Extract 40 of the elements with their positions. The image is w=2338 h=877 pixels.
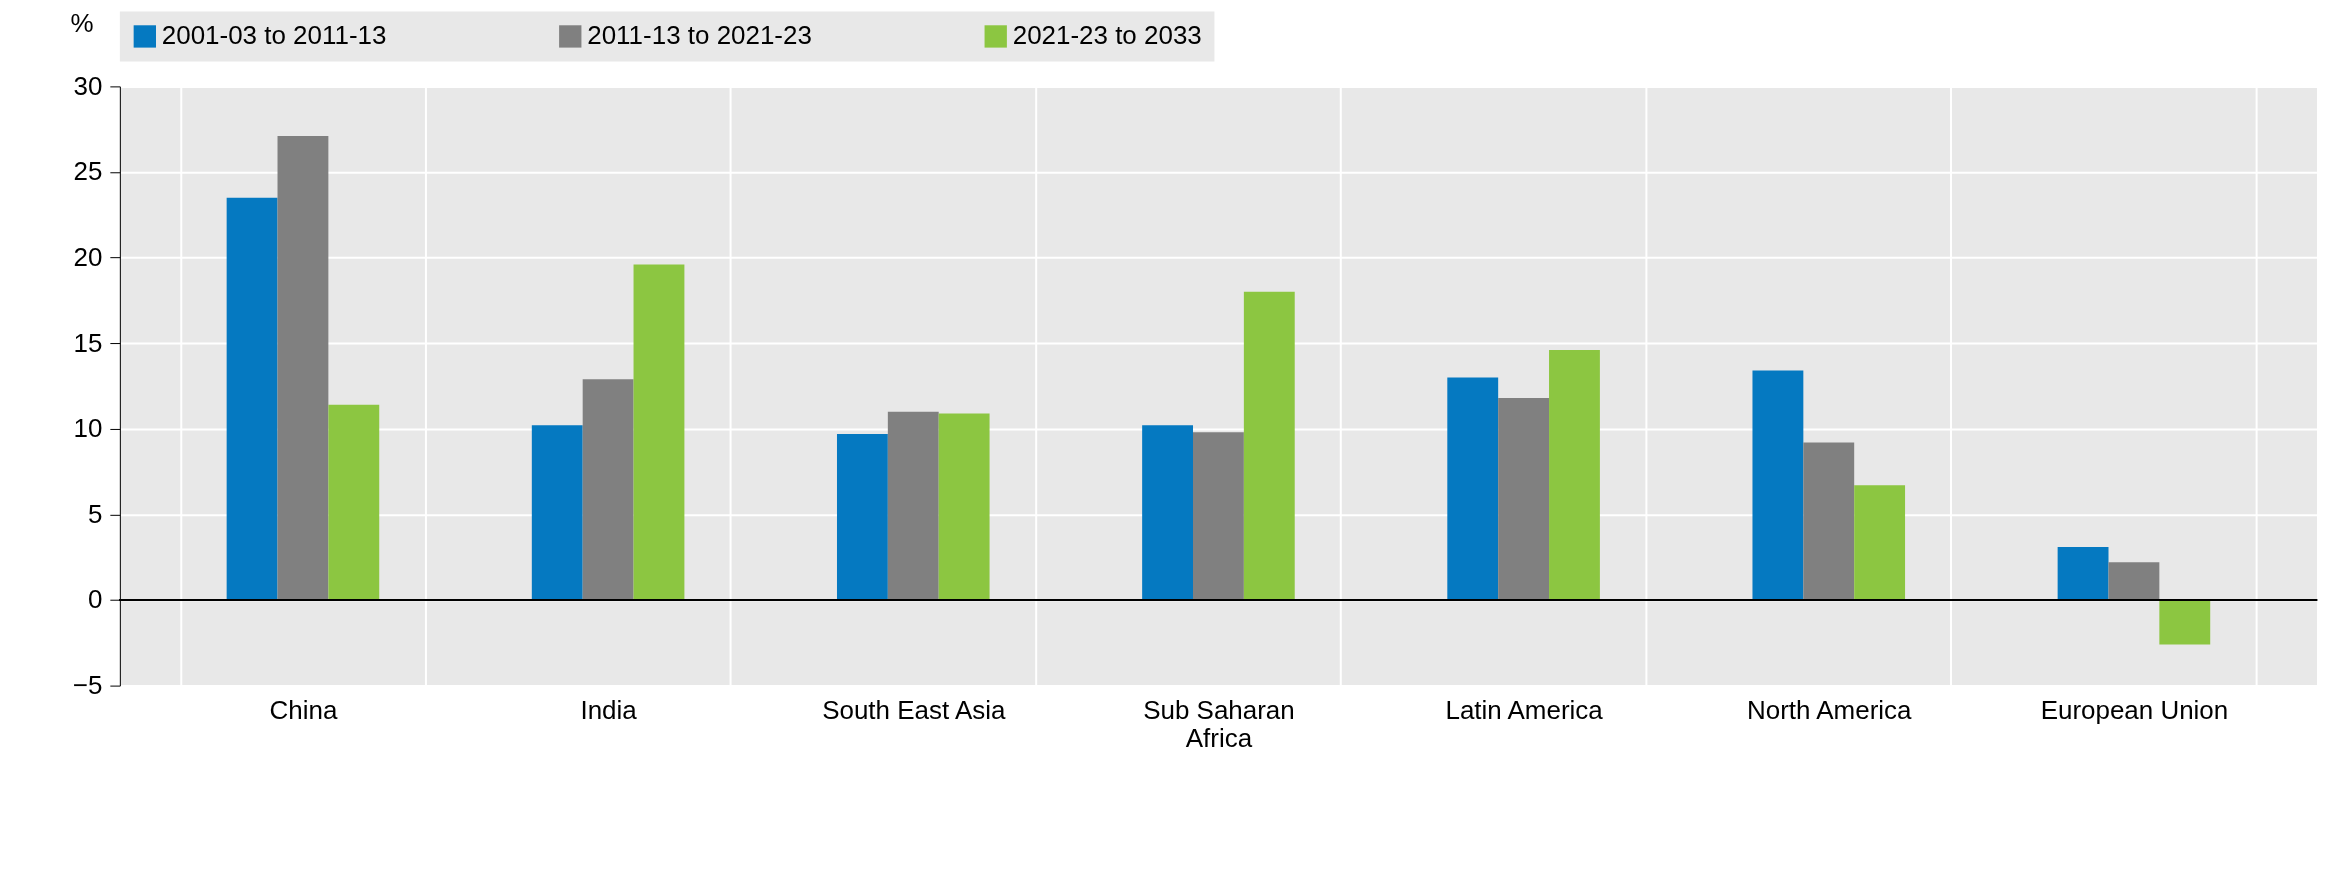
bar xyxy=(938,413,990,600)
bar xyxy=(1498,397,1550,600)
x-tick-label: India xyxy=(580,695,638,726)
bar xyxy=(531,425,583,600)
bar xyxy=(1447,377,1499,600)
y-tick-label: 5 xyxy=(87,498,103,529)
y-tick-label: −5 xyxy=(72,670,103,701)
x-tick-label: Latin America xyxy=(1445,695,1604,726)
bar xyxy=(1854,485,1906,600)
bar xyxy=(277,136,329,600)
bar xyxy=(633,264,685,600)
bar xyxy=(836,433,888,600)
bar xyxy=(2057,546,2109,600)
bar xyxy=(582,379,634,600)
legend-label: 2021-23 to 2033 xyxy=(1012,20,1202,51)
legend-label: 2001-03 to 2011-13 xyxy=(161,20,387,51)
x-tick-label: North America xyxy=(1747,695,1913,726)
y-tick-label: 15 xyxy=(73,327,103,358)
bar xyxy=(328,404,380,600)
bar xyxy=(226,197,278,600)
x-tick-label: China xyxy=(269,695,338,726)
bar xyxy=(1142,425,1194,600)
y-tick-label: 0 xyxy=(87,584,103,615)
bar xyxy=(1243,291,1295,600)
bar xyxy=(2159,600,2211,645)
y-axis-title: % xyxy=(70,7,94,38)
bar xyxy=(1752,370,1804,600)
bar xyxy=(1549,350,1600,600)
y-tick-label: 10 xyxy=(73,413,103,444)
y-tick-label: 30 xyxy=(73,70,103,101)
bar xyxy=(887,411,939,600)
bar xyxy=(1193,432,1244,600)
legend-label: 2011-13 to 2021-23 xyxy=(587,20,812,51)
bar xyxy=(1803,442,1855,600)
x-tick-label: Sub Saharan Africa xyxy=(1143,695,1295,754)
x-tick-label: South East Asia xyxy=(822,695,1006,726)
y-tick-label: 20 xyxy=(73,242,103,273)
bar xyxy=(2108,562,2160,600)
y-tick-label: 25 xyxy=(73,156,103,187)
x-tick-label: European Union xyxy=(2040,695,2229,726)
